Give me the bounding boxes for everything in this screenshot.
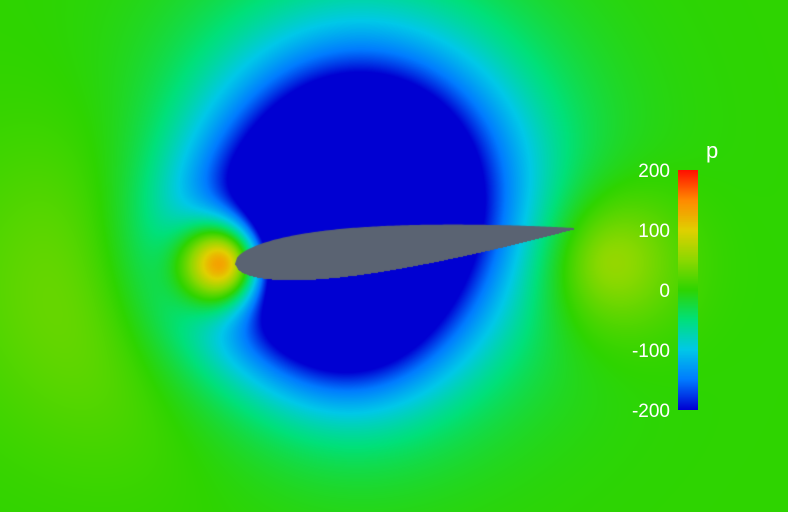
legend: p 200 100 0 -100 -200	[0, 0, 788, 512]
legend-tick: -200	[632, 401, 670, 423]
legend-tick: 100	[638, 221, 670, 243]
pressure-field-figure: p 200 100 0 -100 -200	[0, 0, 788, 512]
legend-tick: 0	[659, 281, 670, 303]
legend-tick: 200	[638, 161, 670, 183]
legend-title: p	[706, 138, 718, 164]
legend-tick: -100	[632, 341, 670, 363]
